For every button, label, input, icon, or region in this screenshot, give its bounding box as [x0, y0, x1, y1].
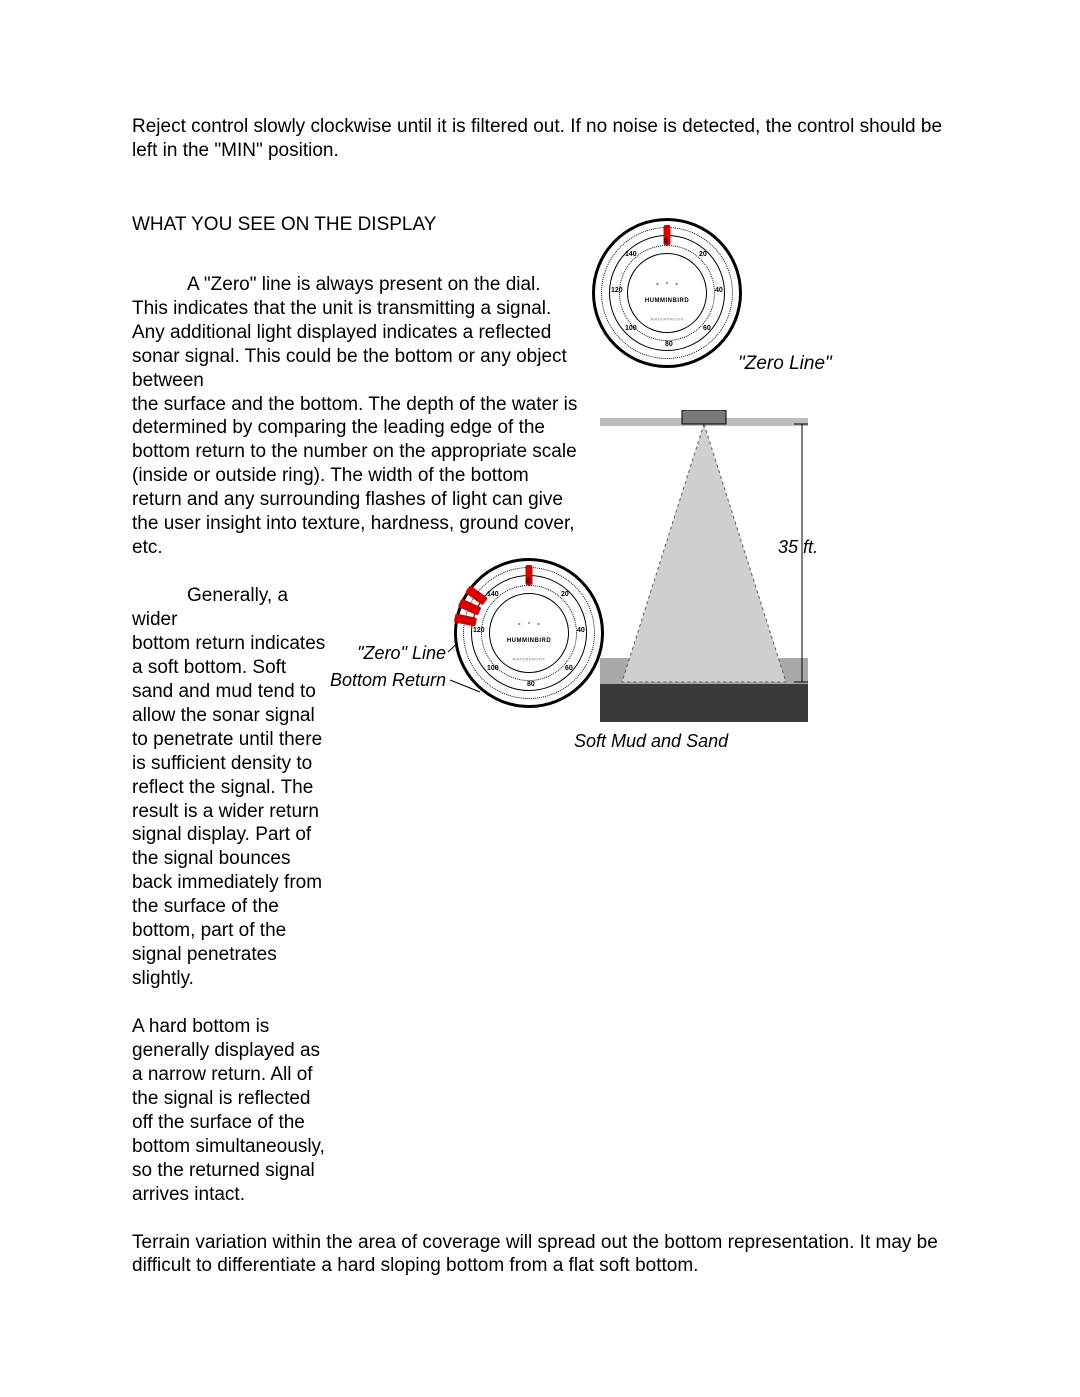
section-heading: WHAT YOU SEE ON THE DISPLAY — [132, 213, 950, 237]
dial-num: 60 — [565, 665, 573, 674]
soft-bottom-paragraph: Generally, a wider bottom return indicat… — [132, 584, 332, 991]
zero-line-text-1: A "Zero" line is always present on the d… — [132, 274, 567, 391]
figure-zero-line: HUMMINBIRD WATERPROOF 0 20 40 60 80 100 … — [586, 218, 818, 378]
dial-num: 40 — [577, 627, 585, 636]
hard-bottom-paragraph: A hard bottom is generally displayed as … — [132, 1015, 332, 1207]
document-page: Reject control slowly clockwise until it… — [0, 0, 1080, 1397]
soft-bottom-text-2: bottom return indicates a soft bottom. S… — [132, 633, 325, 989]
dial-num: 80 — [527, 681, 535, 690]
dial-num: 100 — [625, 325, 637, 334]
dial-num: 120 — [473, 627, 485, 636]
depth-label: 35 ft. — [778, 536, 818, 559]
sonar-dial-with-return-icon: HUMMINBIRD WATERPROOF 0 20 40 60 80 100 … — [454, 558, 604, 708]
terrain-paragraph: Terrain variation within the area of cov… — [132, 1231, 948, 1279]
dial-num: 140 — [625, 251, 637, 260]
figure-bottom-return: 35 ft. HUMMINBIRD WATERPROOF 0 20 40 60 … — [346, 410, 824, 760]
dial-num: 100 — [487, 665, 499, 674]
dial-num: 120 — [611, 287, 623, 296]
dial-num: 40 — [715, 287, 723, 296]
dial-num: 80 — [665, 341, 673, 350]
dial-num: 140 — [487, 591, 499, 600]
bottom-type-label: Soft Mud and Sand — [574, 730, 728, 753]
bottom-return-callout: Bottom Return — [324, 669, 446, 692]
hard-bottom-text: A hard bottom is generally displayed as … — [132, 1016, 325, 1205]
dial-waterproof-label: WATERPROOF — [457, 656, 601, 661]
dial-waterproof-label: WATERPROOF — [595, 316, 739, 321]
dial-brand-label: HUMMINBIRD — [595, 298, 739, 306]
dial-num: 0 — [526, 578, 530, 587]
dial-num: 60 — [703, 325, 711, 334]
dial-num: 20 — [561, 591, 569, 600]
sonar-dial-icon: HUMMINBIRD WATERPROOF 0 20 40 60 80 100 … — [592, 218, 742, 368]
figure-zero-line-label: "Zero Line" — [738, 352, 832, 376]
dial-brand-label: HUMMINBIRD — [457, 638, 601, 646]
soft-bottom-text-1: Generally, a wider — [132, 585, 288, 630]
dial-num: 20 — [699, 251, 707, 260]
zero-line-callout: "Zero" Line — [346, 642, 446, 665]
intro-paragraph: Reject control slowly clockwise until it… — [132, 115, 950, 163]
dial-num: 0 — [664, 238, 668, 247]
